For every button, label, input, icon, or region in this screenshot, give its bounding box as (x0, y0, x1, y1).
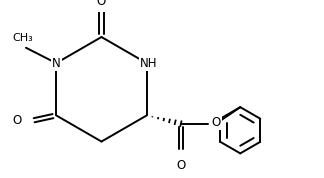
Text: CH₃: CH₃ (12, 33, 33, 43)
Text: O: O (212, 116, 221, 129)
Text: N: N (52, 57, 61, 70)
Text: O: O (13, 114, 22, 127)
Text: O: O (176, 159, 185, 172)
Text: NH: NH (140, 57, 158, 70)
Text: O: O (97, 0, 106, 8)
